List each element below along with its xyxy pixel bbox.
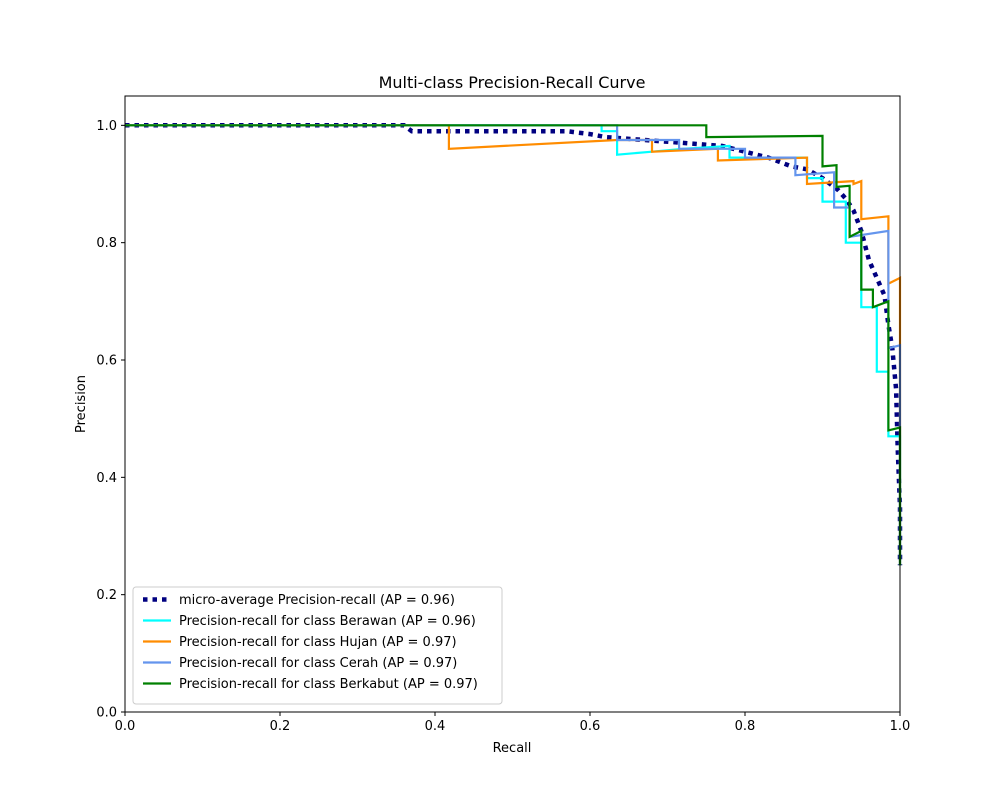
legend-label: Precision-recall for class Berkabut (AP … (179, 677, 478, 692)
y-tick-label: 1.0 (96, 119, 117, 134)
y-axis: 0.0 0.2 0.4 0.6 0.8 1.0 (96, 119, 125, 721)
x-tick-label: 1.0 (890, 719, 911, 734)
y-tick-label: 0.6 (96, 354, 117, 369)
y-tick-label: 0.2 (96, 588, 117, 603)
legend-label: micro-average Precision-recall (AP = 0.9… (179, 593, 455, 608)
x-tick-label: 0.4 (425, 719, 446, 734)
y-axis-label: Precision (74, 375, 89, 433)
y-tick-label: 0.0 (96, 706, 117, 721)
x-tick-label: 0.2 (270, 719, 291, 734)
y-tick-label: 0.8 (96, 236, 117, 251)
x-tick-label: 0.0 (115, 719, 136, 734)
series-line-4 (125, 124, 902, 566)
series-line-1 (125, 124, 902, 566)
chart-title: Multi-class Precision-Recall Curve (379, 73, 646, 92)
plot-area (125, 123, 903, 566)
legend-label: Precision-recall for class Hujan (AP = 0… (179, 635, 457, 650)
x-tick-label: 0.6 (580, 719, 601, 734)
x-tick-label: 0.8 (735, 719, 756, 734)
legend-box (132, 586, 503, 705)
legend-label: Precision-recall for class Berawan (AP =… (179, 614, 476, 629)
x-axis-label: Recall (493, 741, 532, 756)
plot-frame (124, 95, 901, 713)
legend-label: Precision-recall for class Cerah (AP = 0… (179, 656, 457, 671)
y-tick-label: 0.4 (96, 471, 117, 486)
series-line-3 (125, 124, 902, 566)
x-axis: 0.0 0.2 0.4 0.6 0.8 1.0 (115, 712, 911, 734)
legend: micro-average Precision-recall (AP = 0.9… (132, 586, 503, 705)
